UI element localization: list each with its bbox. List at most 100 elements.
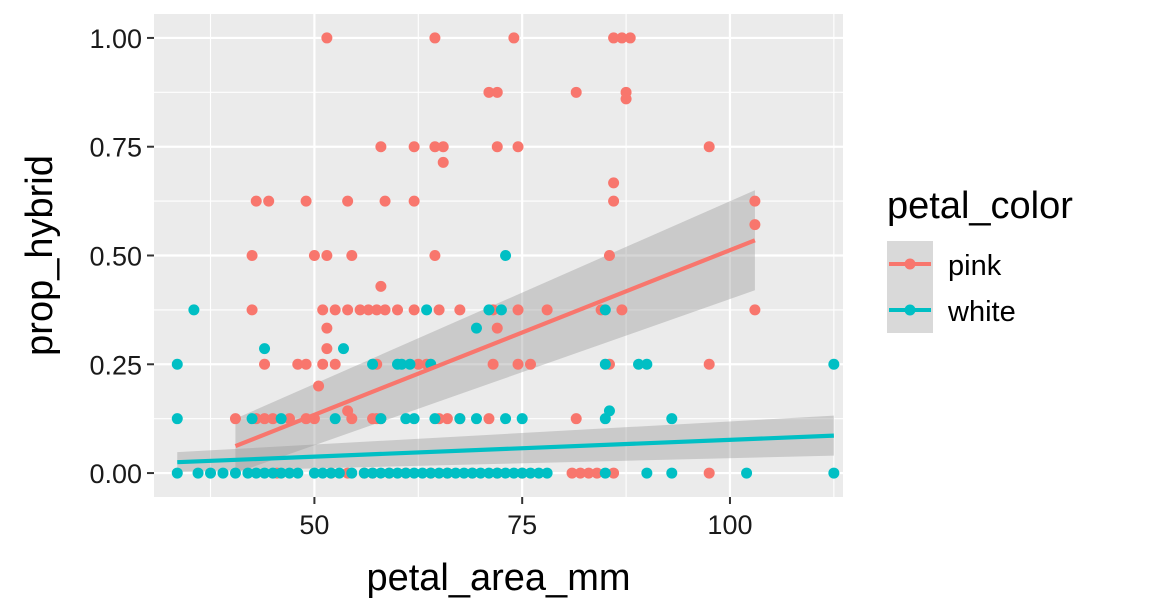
data-point-white [450, 467, 462, 479]
y-tick-label: 0.25 [89, 350, 142, 380]
data-point-white [259, 343, 271, 355]
axes: 50 75 100 0.00 0.25 0.50 0.75 1.00 [89, 24, 752, 540]
data-point-pink [566, 467, 578, 479]
data-point-pink [608, 177, 620, 189]
data-point-pink [362, 304, 374, 316]
data-point-white [433, 467, 445, 479]
data-point-white [229, 467, 241, 479]
data-point-white [337, 343, 349, 355]
data-point-pink [259, 413, 271, 425]
data-point-white [599, 304, 611, 316]
data-point-white [308, 467, 320, 479]
data-point-pink [329, 304, 341, 316]
data-point-pink [703, 358, 715, 370]
data-point-white [429, 413, 441, 425]
trend-lines [177, 238, 834, 465]
data-point-white [495, 304, 507, 316]
data-point-white [533, 467, 545, 479]
data-point-white [396, 358, 408, 370]
data-point-pink [454, 304, 466, 316]
data-point-pink [408, 304, 420, 316]
x-tick-label: 100 [707, 510, 752, 540]
data-point-pink [317, 304, 329, 316]
x-axis-title: petal_area_mm [366, 557, 630, 599]
data-point-white [425, 467, 437, 479]
data-point-white [205, 467, 217, 479]
data-point-pink [616, 304, 628, 316]
y-axis-title: prop_hybrid [19, 155, 61, 356]
data-point-pink [512, 304, 524, 316]
data-point-pink [292, 358, 304, 370]
data-point-pink [524, 358, 536, 370]
data-point-white [250, 467, 262, 479]
data-point-white [292, 467, 304, 479]
data-point-white [358, 467, 370, 479]
data-point-pink [250, 195, 262, 207]
data-point-white [475, 467, 487, 479]
data-point-white [246, 413, 258, 425]
data-point-white [333, 467, 345, 479]
data-point-pink [541, 304, 553, 316]
data-point-pink [263, 195, 275, 207]
data-point-pink [371, 304, 383, 316]
y-tick-label: 0.50 [89, 242, 142, 272]
data-point-pink [342, 195, 354, 207]
data-point-pink [749, 304, 761, 316]
data-point-white [470, 413, 482, 425]
data-point-pink [267, 413, 279, 425]
legend-key-white-point [904, 304, 916, 316]
data-point-pink [346, 413, 358, 425]
y-tick-label: 0.00 [89, 459, 142, 489]
data-point-white [400, 413, 412, 425]
data-point-white [329, 413, 341, 425]
data-point-pink [259, 358, 271, 370]
data-point-pink [583, 467, 595, 479]
data-point-white [516, 413, 528, 425]
data-point-white [470, 322, 482, 334]
legend-key-pink-point [904, 258, 916, 270]
data-point-white [367, 358, 379, 370]
data-point-pink [512, 141, 524, 153]
data-point-white [641, 467, 653, 479]
data-point-white [217, 467, 229, 479]
data-point-white [500, 467, 512, 479]
data-point-pink [412, 358, 424, 370]
data-point-pink [608, 195, 620, 207]
data-point-white [346, 467, 358, 479]
data-point-white [171, 467, 183, 479]
data-point-white [454, 413, 466, 425]
data-point-white [275, 467, 287, 479]
data-point-white [383, 467, 395, 479]
data-point-pink [321, 343, 333, 355]
data-point-pink [570, 86, 582, 98]
data-point-white [416, 467, 428, 479]
x-tick-label: 75 [507, 510, 537, 540]
data-point-white [828, 467, 840, 479]
data-point-pink [379, 195, 391, 207]
data-point-white [283, 467, 295, 479]
data-point-pink [603, 250, 615, 261]
data-point-white [483, 467, 495, 479]
data-point-white [317, 467, 329, 479]
data-point-pink [749, 219, 761, 231]
data-point-pink [491, 141, 503, 153]
data-point-pink [620, 93, 632, 105]
data-point-pink [591, 467, 603, 479]
data-point-white [491, 467, 503, 479]
data-point-white [275, 413, 287, 425]
data-points [171, 32, 840, 479]
data-point-pink [483, 413, 495, 425]
data-point-white [242, 467, 254, 479]
data-point-pink [229, 413, 241, 425]
data-point-pink [392, 304, 404, 316]
data-point-pink [608, 467, 620, 479]
data-point-pink [624, 32, 636, 44]
legend-title: petal_color [887, 185, 1073, 227]
data-point-pink [354, 304, 366, 316]
data-point-white [666, 467, 678, 479]
data-point-white [400, 467, 412, 479]
data-point-white [441, 467, 453, 479]
data-point-white [603, 405, 615, 417]
data-point-pink [300, 195, 312, 207]
